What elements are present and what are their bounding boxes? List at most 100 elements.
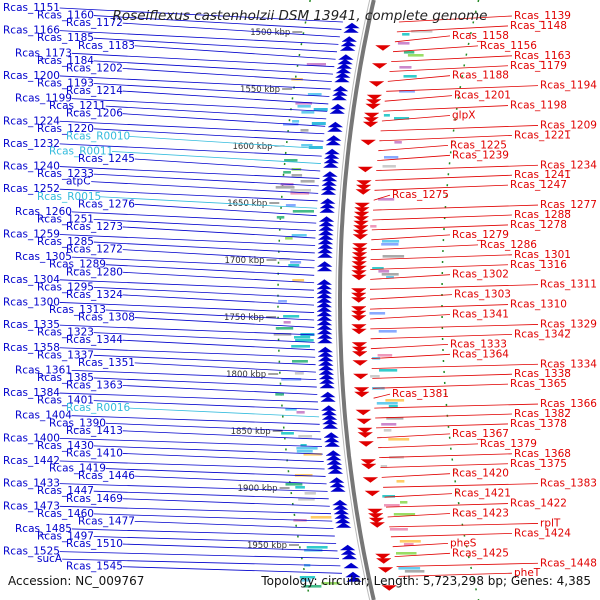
right-gene-label[interactable]: Rcas_1423 <box>452 508 509 520</box>
left-gene-label[interactable]: Rcas_1184 <box>37 55 94 67</box>
left-gene-label[interactable]: Rcas_1404 <box>15 410 72 422</box>
left-gene-label[interactable]: Rcas_1384 <box>3 387 60 399</box>
right-gene-label[interactable]: Rcas_1375 <box>510 458 567 470</box>
left-gene-label[interactable]: Rcas_1477 <box>78 515 135 527</box>
left-gene-label[interactable]: Rcas_1460 <box>37 508 94 520</box>
left-gene-label[interactable]: Rcas_1276 <box>78 198 135 210</box>
left-gene-label[interactable]: Rcas_1295 <box>37 281 94 293</box>
left-gene-label[interactable]: Rcas_1185 <box>37 32 94 44</box>
left-gene-label[interactable]: Rcas_1289 <box>49 259 106 271</box>
right-gene-label[interactable]: pheT <box>514 567 541 579</box>
right-gene-label[interactable]: Rcas_1382 <box>514 408 571 420</box>
right-gene-label[interactable]: Rcas_1364 <box>452 348 509 360</box>
right-gene-label[interactable]: Rcas_1148 <box>510 20 567 32</box>
left-gene-label[interactable]: Rcas_1300 <box>3 296 60 308</box>
right-gene-label[interactable]: Rcas_1420 <box>452 468 509 480</box>
right-gene-label[interactable]: Rcas_1421 <box>454 488 511 500</box>
left-gene-label[interactable]: Rcas_1469 <box>66 493 123 505</box>
right-gene-label[interactable]: Rcas_1156 <box>480 40 537 52</box>
left-gene-label[interactable]: Rcas_1446 <box>78 470 135 482</box>
left-gene-label[interactable]: Rcas_1419 <box>49 463 106 475</box>
right-gene-label[interactable]: glpX <box>452 110 475 122</box>
right-gene-label[interactable]: Rcas_1448 <box>540 557 597 569</box>
left-gene-label[interactable]: Rcas_1193 <box>37 78 94 90</box>
right-gene-label[interactable]: Rcas_1329 <box>540 318 597 330</box>
right-gene-label[interactable]: Rcas_1139 <box>514 10 571 22</box>
left-gene-label[interactable]: Rcas_1433 <box>3 478 60 490</box>
right-gene-label[interactable]: Rcas_1286 <box>480 239 537 251</box>
left-gene-label[interactable]: atpC <box>66 176 91 188</box>
right-gene-label[interactable]: Rcas_1310 <box>510 299 567 311</box>
right-gene-label[interactable]: Rcas_1158 <box>452 30 509 42</box>
right-gene-label[interactable]: Rcas_1275 <box>392 189 449 201</box>
right-gene-label[interactable]: Rcas_1338 <box>514 368 571 380</box>
left-gene-label[interactable]: Rcas_1473 <box>3 500 60 512</box>
right-gene-label[interactable]: Rcas_1247 <box>510 179 567 191</box>
left-gene-label[interactable]: Rcas_1280 <box>66 266 123 278</box>
right-gene-label[interactable]: Rcas_1333 <box>450 338 507 350</box>
left-gene-label[interactable]: Rcas_1166 <box>3 25 60 37</box>
left-gene-label[interactable]: Rcas_1401 <box>37 395 94 407</box>
right-gene-label[interactable]: Rcas_1277 <box>540 199 597 211</box>
left-gene-label[interactable]: Rcas_1220 <box>37 123 94 135</box>
right-gene-label[interactable]: Rcas_1383 <box>540 478 597 490</box>
right-gene-label[interactable]: Rcas_1424 <box>514 527 571 539</box>
left-gene-label[interactable]: Rcas_1400 <box>3 432 60 444</box>
left-gene-label[interactable]: Rcas_1390 <box>49 417 106 429</box>
left-gene-label[interactable]: Rcas_1272 <box>66 244 123 256</box>
left-gene-label[interactable]: Rcas_R0015 <box>37 191 101 203</box>
left-gene-label[interactable]: Rcas_1200 <box>3 70 60 82</box>
left-gene-label[interactable]: Rcas_1206 <box>66 108 123 120</box>
left-gene-label[interactable]: Rcas_1344 <box>66 334 123 346</box>
left-gene-label[interactable]: Rcas_1240 <box>3 161 60 173</box>
left-gene-label[interactable]: Rcas_1224 <box>3 115 60 127</box>
left-gene-label[interactable]: Rcas_1497 <box>37 531 94 543</box>
left-gene-label[interactable]: Rcas_1447 <box>37 485 94 497</box>
right-gene-label[interactable]: Rcas_1234 <box>540 159 597 171</box>
left-gene-label[interactable]: Rcas_1252 <box>3 183 60 195</box>
right-gene-label[interactable]: Rcas_1342 <box>514 328 571 340</box>
left-gene-label[interactable]: sucA <box>37 553 63 565</box>
right-gene-label[interactable]: Rcas_1198 <box>510 100 567 112</box>
right-gene-label[interactable]: Rcas_1311 <box>540 279 597 291</box>
left-gene-label[interactable]: Rcas_1232 <box>3 138 60 150</box>
right-gene-label[interactable]: pheS <box>450 537 477 549</box>
right-gene-label[interactable]: Rcas_1221 <box>514 129 571 141</box>
right-gene-label[interactable]: Rcas_1163 <box>514 50 571 62</box>
left-gene-label[interactable]: Rcas_1335 <box>3 319 60 331</box>
left-gene-label[interactable]: Rcas_1525 <box>3 546 60 558</box>
left-gene-label[interactable]: Rcas_1510 <box>66 538 123 550</box>
right-gene-label[interactable]: Rcas_1425 <box>452 547 509 559</box>
left-gene-label[interactable]: Rcas_1183 <box>78 40 135 52</box>
left-gene-label[interactable]: Rcas_1305 <box>15 251 72 263</box>
right-gene-label[interactable]: Rcas_1288 <box>514 209 571 221</box>
right-gene-label[interactable]: Rcas_1225 <box>450 139 507 151</box>
right-gene-label[interactable]: Rcas_1367 <box>452 428 509 440</box>
left-gene-label[interactable]: Rcas_1308 <box>78 312 135 324</box>
right-gene-label[interactable]: Rcas_1209 <box>540 119 597 131</box>
left-gene-label[interactable]: Rcas_1430 <box>37 440 94 452</box>
left-gene-label[interactable]: Rcas_1151 <box>3 2 60 14</box>
left-gene-label[interactable]: Rcas_1202 <box>66 62 123 74</box>
left-gene-label[interactable]: Rcas_1442 <box>3 455 60 467</box>
left-gene-label[interactable]: Rcas_1485 <box>15 523 72 535</box>
left-gene-label[interactable]: Rcas_1214 <box>66 85 123 97</box>
right-gene-label[interactable]: Rcas_1188 <box>452 70 509 82</box>
left-gene-label[interactable]: Rcas_1313 <box>49 304 106 316</box>
right-gene-label[interactable]: Rcas_1341 <box>452 309 509 321</box>
left-gene-label[interactable]: Rcas_1413 <box>66 425 123 437</box>
left-gene-label[interactable]: Rcas_R0011 <box>49 145 113 157</box>
left-gene-label[interactable]: Rcas_1358 <box>3 342 60 354</box>
right-gene-label[interactable]: Rcas_1303 <box>454 289 511 301</box>
left-gene-label[interactable]: Rcas_1199 <box>15 93 72 105</box>
left-gene-label[interactable]: Rcas_1273 <box>66 221 123 233</box>
left-gene-label[interactable]: Rcas_1173 <box>15 47 72 59</box>
right-gene-label[interactable]: Rcas_1366 <box>540 398 597 410</box>
right-gene-label[interactable]: Rcas_1378 <box>510 418 567 430</box>
right-gene-label[interactable]: rplT <box>540 517 561 529</box>
right-gene-label[interactable]: Rcas_1279 <box>452 229 509 241</box>
right-gene-label[interactable]: Rcas_1239 <box>452 149 509 161</box>
left-gene-label[interactable]: Rcas_1363 <box>66 380 123 392</box>
right-gene-label[interactable]: Rcas_1241 <box>514 169 571 181</box>
left-gene-label[interactable]: Rcas_1259 <box>3 229 60 241</box>
